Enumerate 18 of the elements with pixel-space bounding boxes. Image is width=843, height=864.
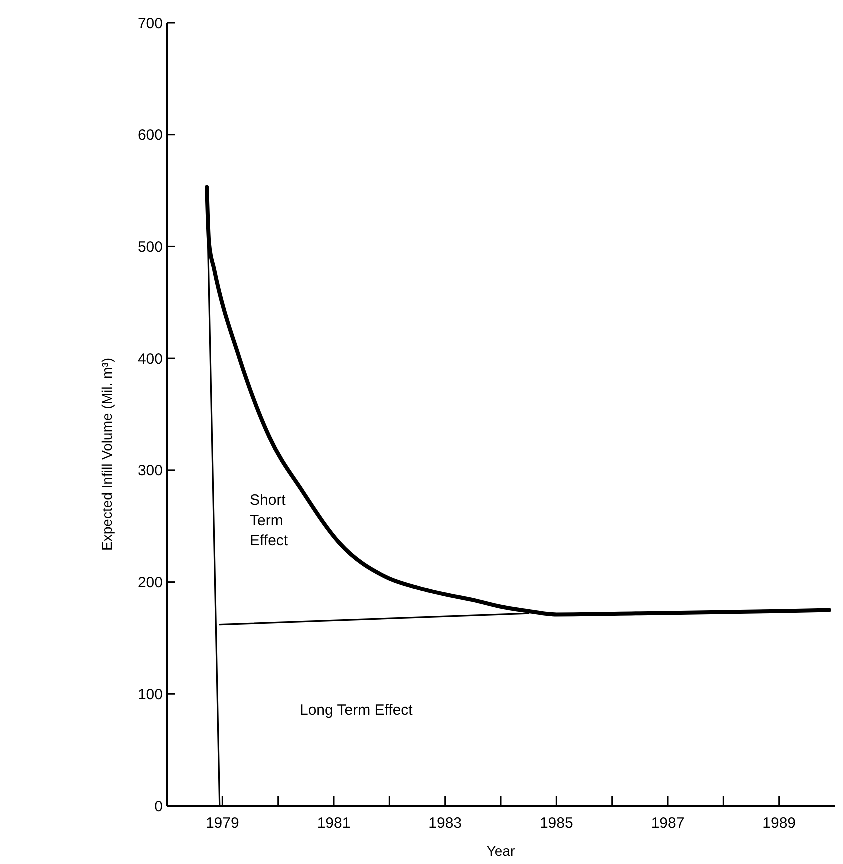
y-tick-label: 100 [138,686,163,704]
x-tick-label: 1983 [428,815,462,832]
y-tick-label: 300 [138,462,163,480]
x-tick-label: 1985 [540,815,574,832]
x-tick-label: 1979 [206,815,240,832]
y-tick-label: 500 [138,238,163,256]
y-tick-label: 600 [138,127,163,144]
x-tick-label: 1987 [651,815,685,832]
y-tick-label: 700 [138,15,163,32]
annotation: Long Term Effect [300,702,414,719]
x-tick-label: 1981 [317,815,351,832]
y-tick-label: 200 [138,574,163,592]
annotation: Short Term Effect [250,492,289,550]
y-tick-label: 400 [138,350,163,368]
x-axis-title: Year [486,843,516,859]
y-tick-label: 0 [154,798,163,816]
x-tick-label: 1989 [762,815,796,832]
y-axis-title: Expected Infill Volume (Mil. m³) [99,358,115,551]
